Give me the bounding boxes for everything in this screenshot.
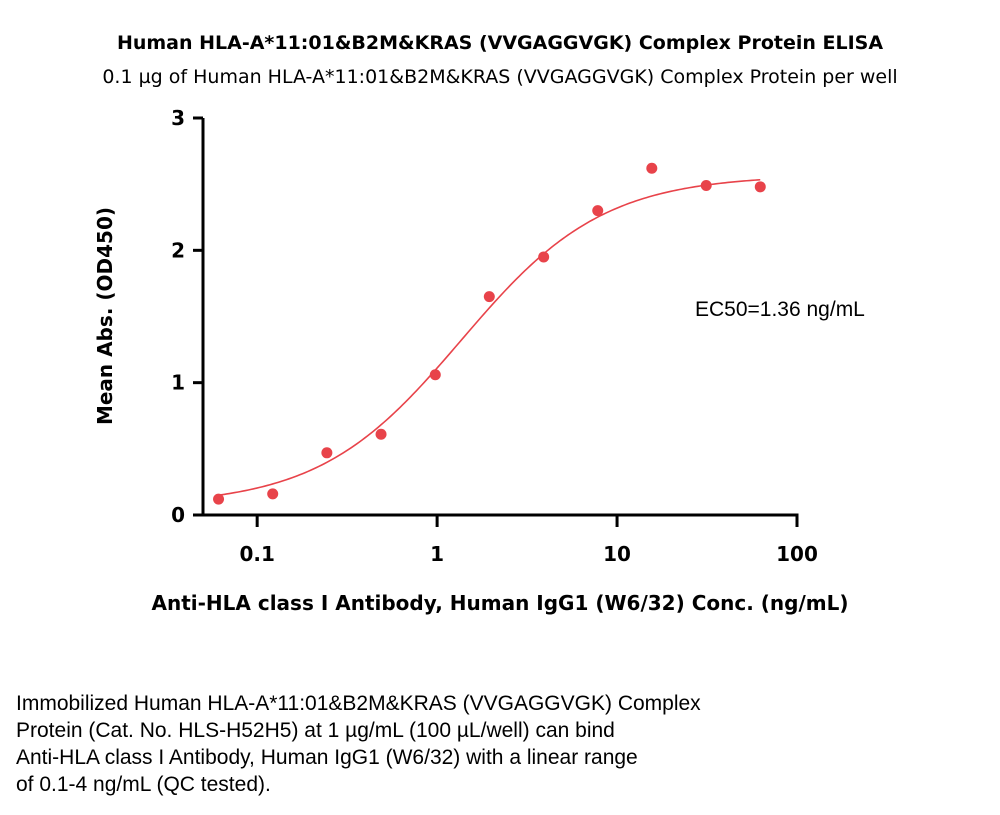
x-tick-label: 10 — [603, 542, 631, 566]
chart-subtitle: 0.1 µg of Human HLA-A*11:01&B2M&KRAS (VV… — [102, 66, 898, 88]
data-point — [754, 181, 766, 193]
axes: 0 1 2 3 0.1 1 10 100 — [171, 106, 818, 566]
chart-title: Human HLA-A*11:01&B2M&KRAS (VVGAGGVGK) C… — [116, 32, 884, 54]
y-tick-label: 2 — [171, 238, 185, 262]
ec50-annotation: EC50=1.36 ng/mL — [695, 298, 865, 321]
data-point — [483, 291, 495, 303]
data-point — [538, 251, 550, 263]
x-axis-label: Anti-HLA class I Antibody, Human IgG1 (W… — [151, 591, 848, 615]
data-point — [213, 493, 225, 505]
caption-line: Immobilized Human HLA-A*11:01&B2M&KRAS (… — [16, 692, 701, 715]
elisa-chart: 0 1 2 3 0.1 1 10 100 EC50=1.36 ng/mL Mean Abs. … — [93, 106, 865, 615]
y-axis-label: Mean Abs. (OD450) — [93, 207, 117, 425]
x-tick-label: 100 — [776, 542, 818, 566]
x-tick-label: 1 — [430, 542, 444, 566]
data-point — [700, 179, 712, 191]
caption-line: Anti-HLA class I Antibody, Human IgG1 (W… — [16, 746, 638, 769]
data-point — [429, 369, 441, 381]
fit-curve — [218, 178, 761, 496]
x-tick-label: 0.1 — [239, 542, 274, 566]
data-point — [267, 488, 279, 500]
caption: Immobilized Human HLA-A*11:01&B2M&KRAS (… — [16, 690, 816, 798]
y-tick-label: 3 — [171, 106, 185, 130]
caption-line: Protein (Cat. No. HLS-H52H5) at 1 µg/mL … — [16, 719, 615, 742]
y-tick-label: 1 — [171, 371, 185, 395]
data-point — [375, 428, 387, 440]
data-point — [646, 162, 658, 174]
data-point — [321, 447, 333, 459]
y-tick-label: 0 — [171, 503, 185, 527]
data-points — [213, 162, 766, 505]
data-point — [592, 205, 604, 217]
caption-line: of 0.1-4 ng/mL (QC tested). — [16, 773, 271, 796]
